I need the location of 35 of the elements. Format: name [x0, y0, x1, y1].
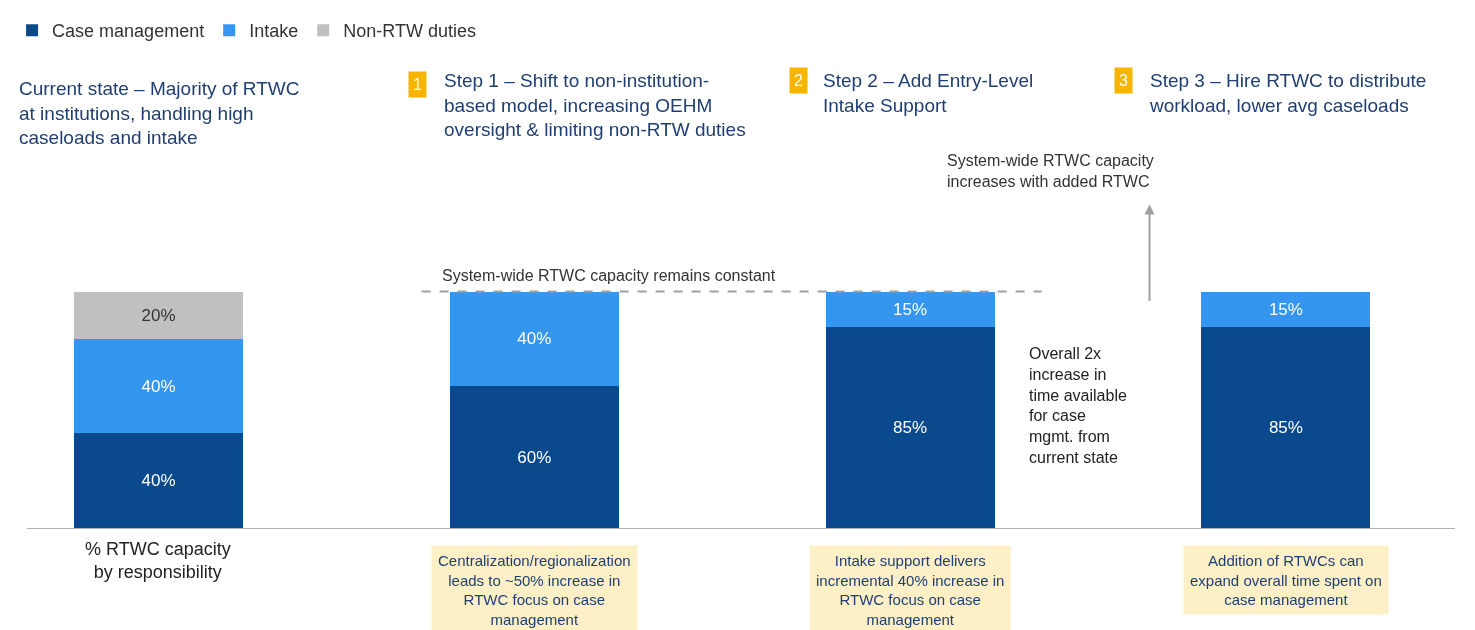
ref-line-label: System-wide RTWC capacity remains constant [442, 267, 776, 284]
data-label: 15% [1268, 299, 1303, 319]
data-label: 15% [893, 299, 928, 319]
bar [449, 291, 619, 387]
text: 2 [794, 72, 803, 89]
data-label: 40% [141, 471, 176, 491]
bar [449, 386, 619, 528]
bar [825, 327, 995, 528]
legend-label: Case management [52, 21, 205, 42]
text: Addition of RTWCs can expand overall time spent on case management [1190, 552, 1382, 608]
text: Intake support delivers incremental 40% increase in RTWC focus on case management [816, 552, 1005, 628]
data-label: 40% [141, 376, 176, 396]
text: Step 3 – Hire RTWC to distribute workload, lower avg caseloads [1149, 70, 1427, 116]
text: Step 1 – Shift to non-institution- based model, increasing OEHM oversight & limiting non-RTW duties [444, 70, 746, 141]
text: Step 2 – Add Entry-Level Intake Support [823, 70, 1034, 116]
text: 3 [1119, 72, 1128, 89]
text: 1 [413, 76, 422, 93]
bar [1201, 291, 1371, 328]
data-label: 60% [517, 447, 552, 467]
bar [73, 291, 244, 339]
text: Current state – Majority of RTWC at institutions, handling high caseloads and intake [19, 78, 300, 149]
data-label: 85% [893, 418, 928, 438]
text: System-wide RTWC capacity increases with added RTWC [947, 152, 1154, 190]
bar [1201, 327, 1371, 528]
legend-label: Non-RTW duties [343, 21, 476, 42]
bar [73, 433, 244, 528]
data-label: 40% [517, 329, 552, 349]
bar [73, 338, 244, 434]
data-label: 20% [141, 305, 176, 325]
text: % RTWC capacity by responsibility [85, 539, 231, 583]
text: Centralization/regionalization leads to ~50% increase in RTWC focus on case management [438, 552, 631, 628]
annotation: Overall 2x increase in time available for case mgmt. from current state [1029, 345, 1127, 466]
legend-label: Intake [249, 21, 299, 42]
data-label: 85% [1268, 418, 1303, 438]
bar [825, 291, 995, 328]
